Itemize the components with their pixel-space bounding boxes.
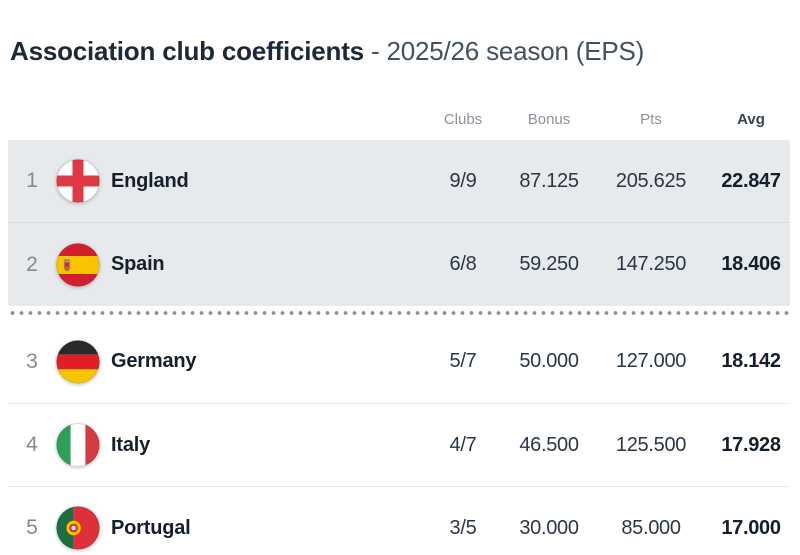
bonus-value: 87.125 <box>519 169 579 192</box>
rank-value: 5 <box>26 516 38 539</box>
rank-value: 1 <box>26 169 38 192</box>
avg-value: 22.847 <box>721 169 781 192</box>
coefficients-table: Clubs Bonus Pts Avg 1 <box>8 92 790 555</box>
table-row-portugal[interactable]: 5 Portugal 3/5 30.000 85.000 <box>8 486 790 555</box>
italy-flag-icon <box>56 423 100 467</box>
table-row-spain[interactable]: 2 Spain <box>8 223 790 306</box>
pts-value: 85.000 <box>621 516 681 539</box>
avg-value: 17.928 <box>721 433 781 456</box>
bonus-value: 50.000 <box>519 350 579 372</box>
column-header-pts: Pts <box>640 111 662 128</box>
rank-value: 3 <box>26 349 38 373</box>
country-name: Italy <box>111 433 151 456</box>
country-name: Spain <box>111 253 165 275</box>
clubs-value: 3/5 <box>449 516 477 539</box>
pts-value: 125.500 <box>615 433 687 456</box>
qualification-cutoff-separator <box>8 306 790 320</box>
bonus-value: 30.000 <box>519 516 579 539</box>
portugal-flag-icon <box>56 506 100 550</box>
page-title: Association club coefficients - 2025/26 … <box>0 0 800 66</box>
clubs-value: 9/9 <box>449 169 477 192</box>
team-cell: Germany <box>56 339 418 384</box>
avg-value: 18.142 <box>721 350 781 372</box>
country-name: Portugal <box>111 516 191 539</box>
spain-flag-icon <box>56 242 100 287</box>
rank-value: 2 <box>26 252 38 276</box>
page-title-main: Association club coefficients <box>10 36 364 66</box>
avg-value: 17.000 <box>721 516 781 539</box>
pts-value: 205.625 <box>615 169 687 192</box>
team-cell: England <box>56 159 418 203</box>
column-header-clubs: Clubs <box>443 111 483 128</box>
bonus-value: 46.500 <box>519 433 579 456</box>
page-title-season: - 2025/26 season (EPS) <box>370 36 645 66</box>
avg-value: 18.406 <box>721 253 781 275</box>
team-cell: Spain <box>56 242 418 287</box>
country-name: England <box>111 169 189 192</box>
column-header-bonus: Bonus <box>527 111 571 128</box>
rank-value: 4 <box>26 433 38 456</box>
table-row-germany[interactable]: 3 Germany 5/7 50.000 127.000 18.142 <box>8 320 790 403</box>
table-row-england[interactable]: 1 England 9/9 87.125 205.625 <box>8 140 790 223</box>
table-row-italy[interactable]: 4 Italy 4/7 46.500 125.500 17.928 <box>8 403 790 486</box>
clubs-value: 4/7 <box>449 433 477 456</box>
pts-value: 127.000 <box>615 350 687 372</box>
england-flag-icon <box>56 159 100 203</box>
clubs-value: 5/7 <box>449 350 477 372</box>
team-cell: Italy <box>56 423 418 467</box>
column-header-avg: Avg <box>737 111 765 128</box>
pts-value: 147.250 <box>615 253 687 275</box>
country-name: Germany <box>111 350 197 372</box>
clubs-value: 6/8 <box>449 253 477 275</box>
table-header-row: Clubs Bonus Pts Avg <box>8 92 790 140</box>
germany-flag-icon <box>56 339 100 384</box>
team-cell: Portugal <box>56 506 418 550</box>
bonus-value: 59.250 <box>519 253 579 275</box>
qualified-zone: 1 England 9/9 87.125 205.625 <box>8 140 790 306</box>
